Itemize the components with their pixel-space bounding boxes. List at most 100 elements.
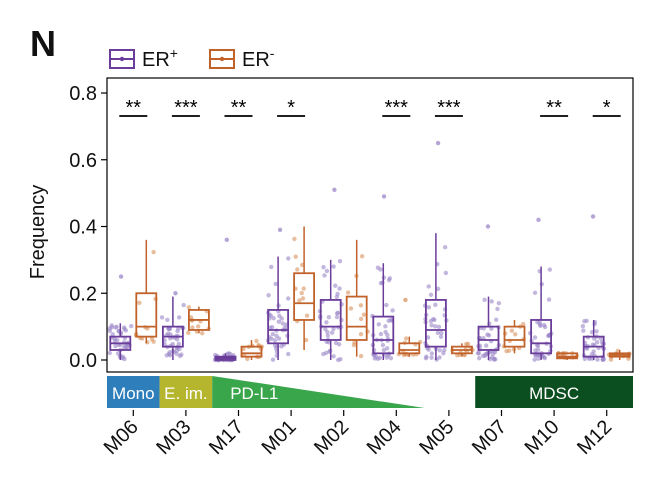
- data-point: [380, 342, 386, 348]
- data-point: [345, 290, 351, 295]
- data-point: [425, 335, 431, 340]
- data-point: [122, 326, 127, 332]
- data-point: [348, 306, 354, 311]
- data-point: [323, 326, 328, 332]
- box: [240, 345, 263, 358]
- data-point: [384, 302, 389, 308]
- panel-label: N: [30, 23, 56, 64]
- data-point: [435, 330, 441, 336]
- box: [372, 315, 395, 355]
- data-point: [509, 328, 515, 333]
- legend-layer: ER+ ER-: [109, 45, 275, 71]
- data-point: [429, 351, 435, 356]
- data-point: [274, 333, 279, 339]
- data-point: [390, 308, 395, 313]
- data-point: [322, 273, 327, 278]
- data-point: [336, 342, 342, 347]
- annotation-segment: [212, 376, 425, 408]
- data-point: [442, 347, 447, 353]
- data-point: [358, 316, 364, 322]
- data-point: [269, 264, 274, 270]
- significance-stars: ***: [174, 97, 198, 119]
- annotation-label: Mono: [112, 384, 155, 403]
- data-point: [295, 267, 300, 272]
- box: [319, 299, 342, 341]
- x-tick-label: M06: [100, 416, 143, 459]
- annotation-segment: [159, 376, 213, 408]
- data-point: [358, 353, 364, 359]
- data-point: [537, 320, 542, 325]
- data-point: [532, 290, 538, 296]
- data-point: [521, 321, 526, 327]
- data-point: [335, 357, 341, 363]
- y-tick-label: 0.0: [69, 350, 97, 372]
- data-point: [594, 329, 599, 334]
- data-point: [188, 315, 194, 320]
- data-point: [335, 291, 340, 297]
- data-point: [122, 343, 128, 348]
- data-point: [241, 346, 246, 352]
- data-point: [493, 357, 498, 362]
- significance-stars: ***: [437, 97, 461, 119]
- legend-label-superscript: +: [170, 45, 178, 61]
- data-point: [107, 350, 112, 356]
- data-point: [335, 310, 341, 316]
- data-point: [489, 326, 494, 331]
- data-point: [384, 355, 390, 360]
- data-point: [600, 357, 606, 362]
- x-tick-label: M01: [258, 416, 301, 459]
- data-point: [299, 262, 305, 268]
- annotation-segment: [475, 376, 633, 408]
- data-point: [273, 281, 278, 287]
- data-point: [301, 286, 306, 291]
- outlier-point: [332, 187, 337, 192]
- data-point: [581, 328, 586, 333]
- data-point: [293, 254, 298, 259]
- box: [398, 342, 421, 355]
- y-tick-label: 0.4: [69, 217, 97, 239]
- data-point: [176, 315, 182, 320]
- data-point: [326, 314, 332, 320]
- data-point: [280, 321, 285, 326]
- data-point: [584, 318, 589, 324]
- significance-stars: *: [603, 97, 611, 119]
- x-tick-label: M02: [310, 416, 353, 459]
- data-point: [286, 256, 291, 261]
- data-point: [176, 341, 182, 347]
- box: [345, 295, 368, 341]
- plot-frame: [106, 77, 634, 373]
- data-point: [532, 335, 538, 340]
- data-point: [381, 347, 387, 353]
- data-point: [595, 357, 600, 362]
- box: [293, 272, 316, 321]
- outlier-point: [118, 274, 124, 279]
- data-point: [388, 317, 394, 322]
- data-point: [489, 299, 494, 304]
- x-tick-label: M12: [573, 416, 616, 459]
- significance-stars: **: [126, 97, 142, 119]
- data-point: [303, 337, 309, 343]
- data-point: [433, 324, 438, 329]
- data-point: [494, 317, 499, 322]
- data-point: [437, 348, 442, 353]
- legend-label: ER+: [142, 45, 178, 71]
- data-point: [476, 351, 482, 356]
- data-point: [181, 302, 186, 308]
- data-point: [388, 355, 394, 361]
- data-point: [165, 317, 170, 323]
- box: [135, 292, 158, 338]
- data-point: [582, 356, 588, 362]
- x-tick-label: M05: [415, 416, 458, 459]
- data-point: [490, 351, 496, 356]
- data-point: [438, 334, 444, 340]
- data-point: [325, 333, 331, 338]
- x-tick-label: M07: [468, 416, 511, 459]
- data-point: [542, 324, 548, 330]
- data-point: [429, 355, 434, 360]
- data-point: [464, 341, 469, 347]
- data-point: [428, 292, 434, 298]
- data-point: [321, 265, 326, 270]
- data-point: [270, 357, 276, 362]
- data-point: [279, 316, 284, 321]
